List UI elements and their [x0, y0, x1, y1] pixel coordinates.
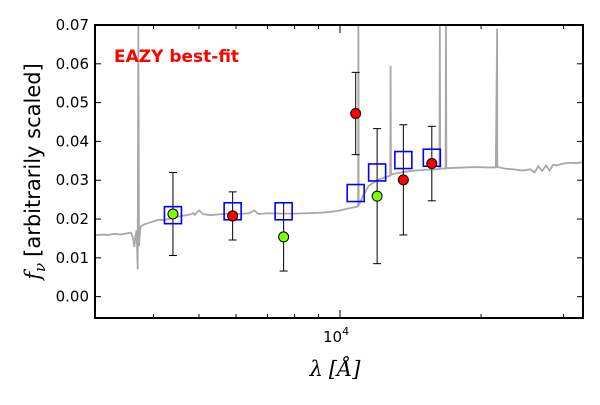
data-point	[426, 158, 438, 170]
y-tick-label: 0.01	[56, 249, 89, 267]
x-tick-label-exponent: 4	[342, 325, 349, 338]
y-tick-label: 0.02	[56, 210, 89, 228]
y-tick-label: 0.05	[56, 94, 89, 112]
model-flux-square	[394, 150, 413, 170]
ticks-layer: 0.00 0.01 0.02 0.03 0.04 0.05 0.06 0.07 104	[56, 16, 583, 346]
data-point	[397, 174, 409, 186]
y-tick-label: 0.00	[56, 288, 89, 306]
y-tick-label: 0.04	[56, 132, 89, 150]
model-flux-square	[274, 201, 293, 221]
plot-frame	[94, 24, 584, 319]
y-tick-label: 0.03	[56, 171, 89, 189]
y-axis-text: [arbitrarily scaled]	[21, 63, 45, 257]
data-point	[350, 107, 362, 119]
template-spectrum-line	[95, 25, 583, 270]
x-axis-symbol: λ	[309, 357, 323, 381]
y-axis-symbol: f	[21, 269, 45, 282]
x-axis-title: λ [Å]	[309, 356, 362, 381]
data-point	[227, 210, 239, 222]
model-flux-square	[163, 205, 183, 225]
photometry-layer	[167, 107, 438, 243]
model-flux-square	[346, 183, 365, 203]
data-point	[371, 190, 383, 202]
data-point	[278, 231, 290, 243]
model-flux-square	[367, 163, 387, 182]
y-axis-title: fν [arbitrarily scaled]	[21, 63, 49, 282]
x-tick-label: 104	[323, 325, 349, 346]
y-axis-subscript: ν	[31, 263, 49, 272]
y-tick-label: 0.06	[56, 55, 89, 73]
y-tick-label: 0.07	[56, 16, 89, 34]
data-point	[167, 208, 179, 220]
error-bars-layer	[168, 71, 436, 272]
x-tick-label-base: 10	[323, 328, 342, 346]
template-layer	[95, 25, 583, 270]
x-axis-unit: [Å]	[329, 356, 361, 381]
chart-annotation: EAZY best-fit	[114, 47, 239, 67]
